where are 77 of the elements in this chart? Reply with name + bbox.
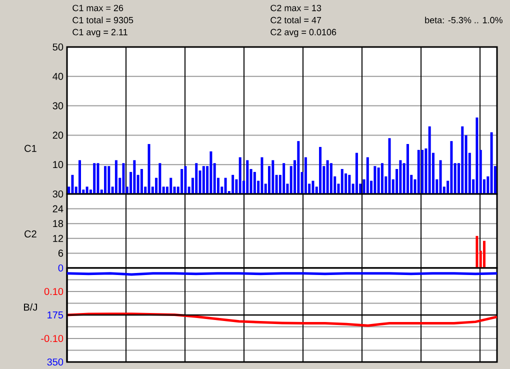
y-tick-label: 0.10 (44, 288, 64, 296)
bar (253, 172, 256, 194)
bar (366, 157, 369, 194)
bar (417, 150, 420, 194)
y2-tick-label: 350 (47, 358, 64, 366)
y-axis-title: C2 (24, 230, 36, 238)
bar (184, 166, 187, 194)
bar (108, 166, 110, 194)
bar (93, 163, 96, 194)
bar (340, 169, 344, 194)
y-tick-label: 30 (52, 102, 64, 110)
bar (476, 118, 478, 194)
y-tick-label: 40 (52, 72, 64, 80)
bar (195, 163, 198, 194)
bar (180, 169, 184, 194)
bar (461, 126, 464, 194)
bar (114, 160, 118, 194)
bar (202, 166, 205, 194)
bar (312, 180, 314, 194)
bar (330, 163, 332, 194)
bar (246, 160, 249, 194)
y-axis-title: B/J (24, 303, 37, 311)
bar (344, 173, 348, 194)
text: C1 total = 9305 (72, 16, 134, 24)
y-axis-title: C1 (24, 144, 36, 152)
bar (380, 163, 384, 194)
bar (232, 174, 234, 194)
text: C2 avg = 0.0106 (270, 28, 336, 38)
bar (71, 174, 74, 194)
bar (297, 141, 300, 194)
bar (282, 163, 286, 194)
bar (78, 160, 82, 194)
bar (260, 157, 264, 194)
bar (148, 144, 150, 194)
y2-tick-label: 0 (58, 264, 64, 272)
text: C2 total = 47 (270, 16, 322, 24)
bar (272, 160, 274, 194)
bar (476, 236, 478, 268)
y-tick-label: 6 (58, 250, 64, 257)
y-tick-label: 24 (52, 205, 64, 212)
bar (450, 141, 453, 194)
y2-tick-label: 175 (48, 312, 64, 318)
bar (388, 138, 391, 194)
bar (483, 240, 486, 268)
bar (122, 163, 125, 194)
text: C1 avg = 2.11 (72, 28, 128, 38)
y-tick-label: 10 (53, 161, 64, 168)
bar (96, 163, 100, 194)
bar (348, 174, 351, 194)
y-tick-label: 50 (52, 43, 64, 51)
bar (326, 160, 329, 194)
bar (133, 160, 136, 194)
bar (238, 157, 242, 194)
y-tick-label: 12 (53, 234, 63, 242)
bar (399, 160, 402, 194)
bar (224, 178, 227, 194)
bar (439, 160, 442, 194)
bar (319, 146, 322, 194)
bar (304, 157, 307, 194)
y-tick-label: -0.10 (41, 334, 64, 342)
bar (355, 152, 358, 194)
bar (421, 150, 424, 194)
bar (210, 151, 212, 194)
y-tick-label: 18 (53, 220, 64, 228)
bar (104, 166, 107, 194)
bar (374, 166, 376, 194)
bar (428, 126, 431, 194)
bar (406, 144, 409, 194)
bar (140, 169, 143, 194)
bar (490, 132, 493, 194)
text: C2 max = 13 (270, 4, 322, 12)
bar (158, 163, 162, 194)
text: beta: -5.3% .. 1.0% (425, 16, 502, 24)
y-tick-label: 20 (52, 132, 64, 139)
bar (170, 178, 172, 194)
text: C1 max = 26 (72, 4, 124, 12)
y-tick-label: 30 (52, 190, 64, 198)
